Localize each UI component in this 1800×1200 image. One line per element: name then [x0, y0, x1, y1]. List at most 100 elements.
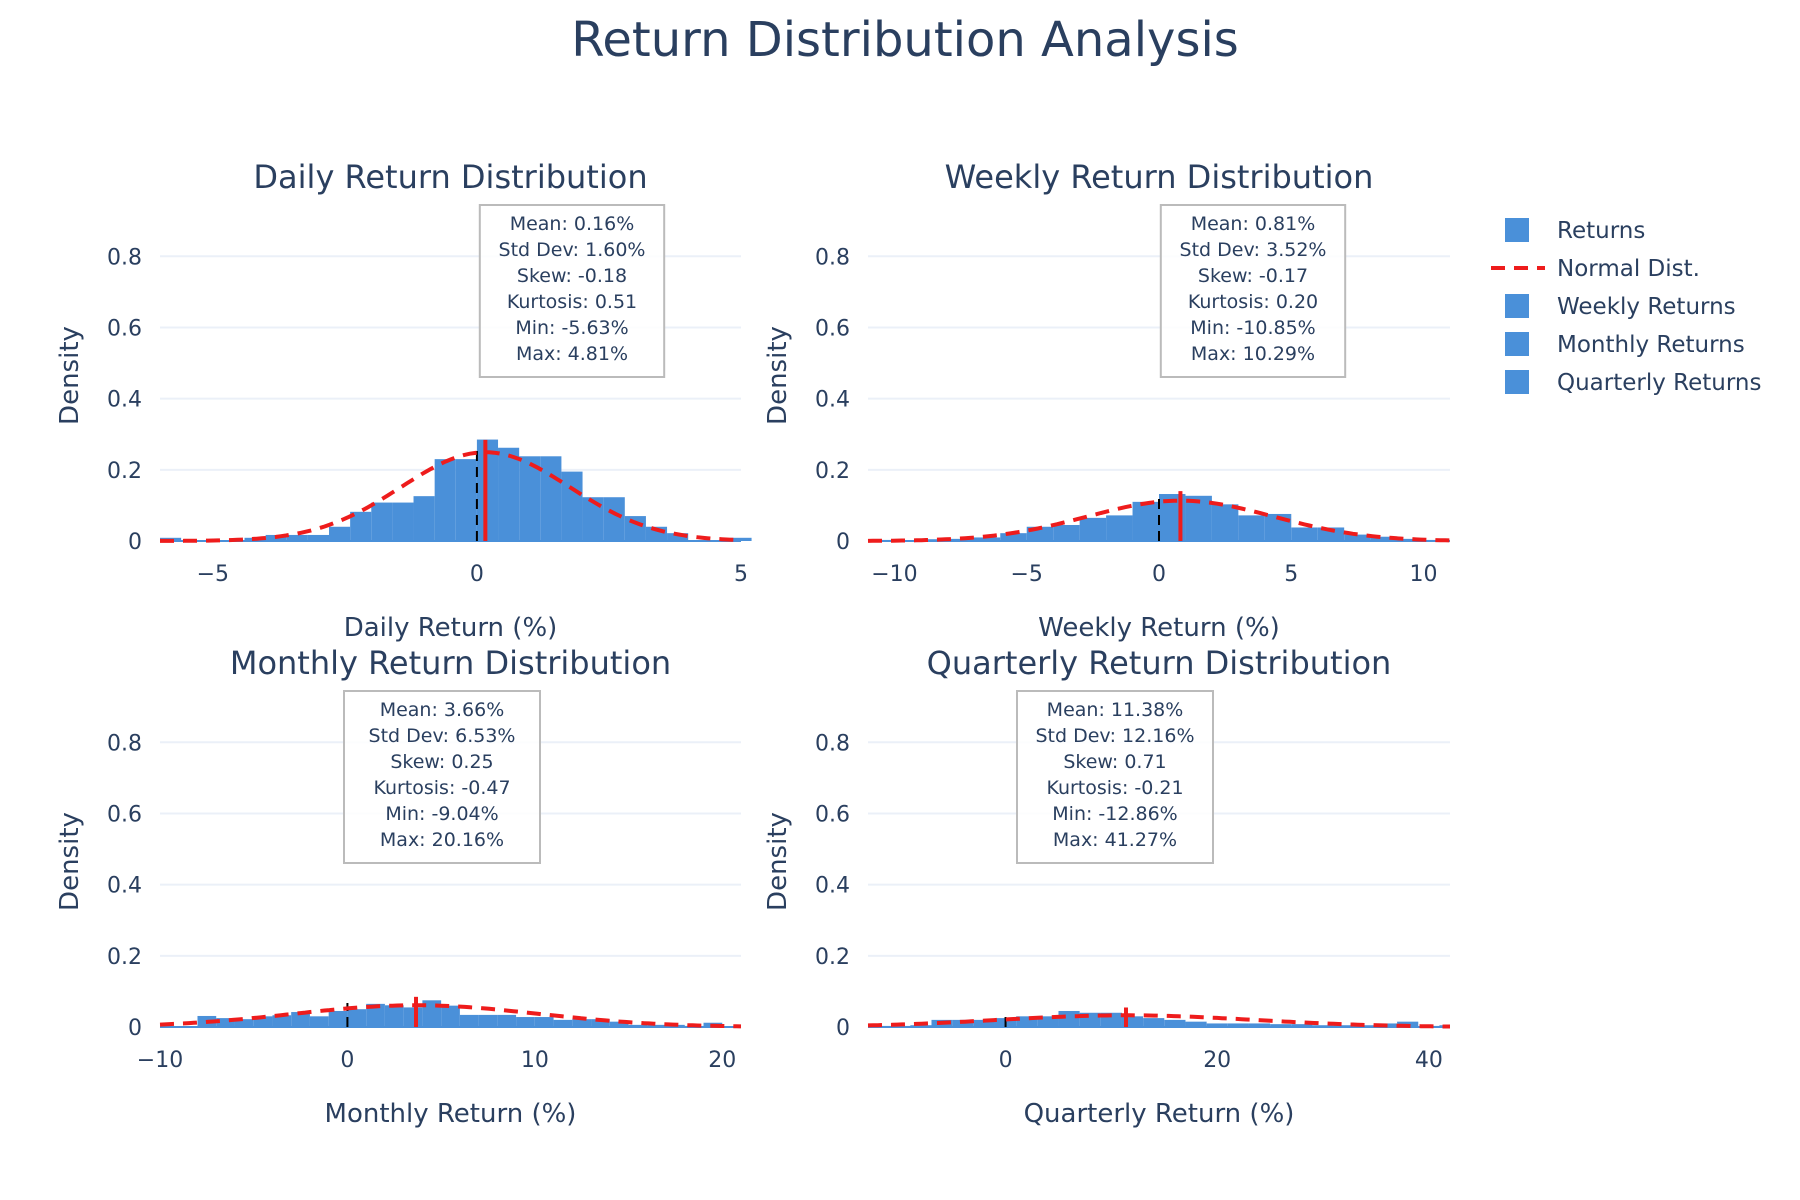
y-tick-label: 0 [128, 1016, 142, 1041]
normal-dist-line [867, 498, 1451, 543]
legend-item[interactable]: Monthly Returns [1505, 332, 1745, 358]
histogram-bar [476, 439, 499, 541]
histogram-bar [1164, 1019, 1186, 1027]
x-tick-label: −5 [1011, 562, 1043, 587]
stats-line: Skew: -0.17 [1198, 265, 1308, 287]
subplot-title: Weekly Return Distribution [945, 158, 1374, 196]
x-axis-title: Monthly Return (%) [325, 1099, 577, 1129]
y-tick-label: 0 [128, 530, 142, 555]
subplot-4: 0 0.2 0.4 0.6 0.8 0 20 40 Quarterly Return Distr… [763, 644, 1450, 1129]
histogram-bar [1106, 515, 1133, 541]
normal-dist-line [159, 1003, 742, 1029]
histogram-bar [1206, 1023, 1228, 1027]
x-tick-label: −5 [197, 562, 229, 587]
histogram-bar [540, 456, 562, 541]
y-tick-label: 0.2 [815, 945, 850, 970]
histogram-bar [628, 1024, 648, 1027]
histogram-bar [350, 511, 372, 541]
histogram-bar [1370, 536, 1398, 541]
subplot-2: 0 0.2 0.4 0.6 0.8 −10 −5 0 5 10 Weekly Return Dist… [763, 158, 1451, 643]
histogram-bar [1238, 515, 1265, 541]
histogram-bar [973, 1019, 995, 1027]
stats-box [343, 690, 541, 864]
histogram-bar [478, 1014, 498, 1027]
y-tick-label: 0.6 [107, 316, 142, 341]
x-axis-title: Quarterly Return (%) [1024, 1099, 1295, 1129]
y-axis-title: Density [763, 326, 793, 425]
histogram-bar [519, 456, 541, 541]
legend-label: Quarterly Returns [1557, 370, 1761, 396]
histogram-bar [1291, 1024, 1313, 1027]
histogram-bar [1227, 1023, 1249, 1027]
normal-dist-line [867, 1013, 1450, 1029]
stats-line: Max: 10.29% [1191, 343, 1315, 365]
y-tick-label: 0.8 [107, 245, 142, 270]
x-axis-title: Weekly Return (%) [1038, 613, 1280, 643]
y-tick-label: 0.6 [815, 802, 850, 827]
x-tick-label: 5 [1284, 562, 1298, 587]
y-tick-label: 0.6 [107, 802, 142, 827]
histogram-bar [1211, 504, 1239, 541]
stats-line: Std Dev: 12.16% [1035, 725, 1194, 747]
y-tick-label: 0.4 [107, 388, 142, 413]
histogram-bar [497, 1014, 517, 1027]
stats-line: Min: -5.63% [515, 317, 628, 339]
y-tick-label: 0.2 [815, 459, 850, 484]
y-axis-title: Density [55, 326, 85, 425]
x-tick-label: 40 [1415, 1048, 1443, 1073]
legend-label: Returns [1557, 218, 1645, 244]
legend-item[interactable]: Normal Dist. [1491, 256, 1700, 282]
histogram-bar [498, 447, 520, 541]
legend-item[interactable]: Weekly Returns [1505, 294, 1736, 320]
histogram-bar [603, 497, 625, 541]
histogram-bar [307, 534, 330, 541]
x-axis-title: Daily Return (%) [344, 613, 558, 643]
histogram-bar [392, 502, 414, 541]
histogram-bar [286, 534, 308, 541]
legend-item[interactable]: Quarterly Returns [1505, 370, 1761, 396]
histogram-bar [591, 1019, 610, 1027]
histogram-bar [647, 1024, 667, 1027]
y-tick-label: 0.6 [815, 316, 850, 341]
y-tick-label: 0.8 [107, 731, 142, 756]
y-tick-label: 0.4 [815, 874, 850, 899]
legend-label: Monthly Returns [1557, 332, 1745, 358]
histogram-bar [291, 1012, 310, 1027]
legend-item[interactable]: Returns [1505, 218, 1645, 244]
x-tick-label: −10 [137, 1048, 183, 1073]
subplot-1: 0 0.2 0.4 0.6 0.8 −5 0 5 Daily Return Distributi… [55, 158, 752, 643]
histogram-bar [329, 526, 351, 541]
stats-line: Kurtosis: 0.51 [507, 291, 637, 313]
stats-line: Kurtosis: -0.21 [1046, 777, 1183, 799]
stats-line: Std Dev: 3.52% [1180, 239, 1327, 261]
stats-line: Mean: 0.16% [510, 213, 635, 235]
histogram-bar [1270, 1024, 1292, 1027]
stats-line: Skew: 0.25 [390, 751, 493, 773]
stats-box [1159, 204, 1347, 378]
legend-swatch [1505, 294, 1529, 318]
y-tick-label: 0.2 [107, 945, 142, 970]
histogram-bar [730, 537, 752, 541]
stats-line: Max: 20.16% [380, 829, 504, 851]
stats-box [478, 204, 666, 378]
histogram-bar [1079, 517, 1107, 541]
stats-line: Skew: 0.71 [1063, 751, 1166, 773]
histogram-bar [572, 1019, 592, 1027]
histogram-bar [434, 459, 456, 541]
histogram-bar [347, 1009, 367, 1027]
x-tick-label: 20 [1203, 1048, 1231, 1073]
histogram-bar [441, 1005, 460, 1027]
legend-swatch [1505, 332, 1529, 356]
histogram-bar [216, 1018, 235, 1027]
histogram-bar [1000, 533, 1027, 541]
normal-dist-line [160, 450, 742, 543]
histogram-bar [516, 1017, 535, 1027]
stats-annotation: Mean: 3.66% Std Dev: 6.53% Skew: 0.25 Kurto… [343, 690, 541, 864]
subplot-title: Quarterly Return Distribution [927, 644, 1392, 682]
histogram-bar [609, 1021, 629, 1027]
histogram-bar [371, 502, 393, 541]
y-tick-label: 0.8 [815, 245, 850, 270]
histogram-bar [1132, 501, 1159, 541]
histogram-bar [253, 1016, 273, 1027]
